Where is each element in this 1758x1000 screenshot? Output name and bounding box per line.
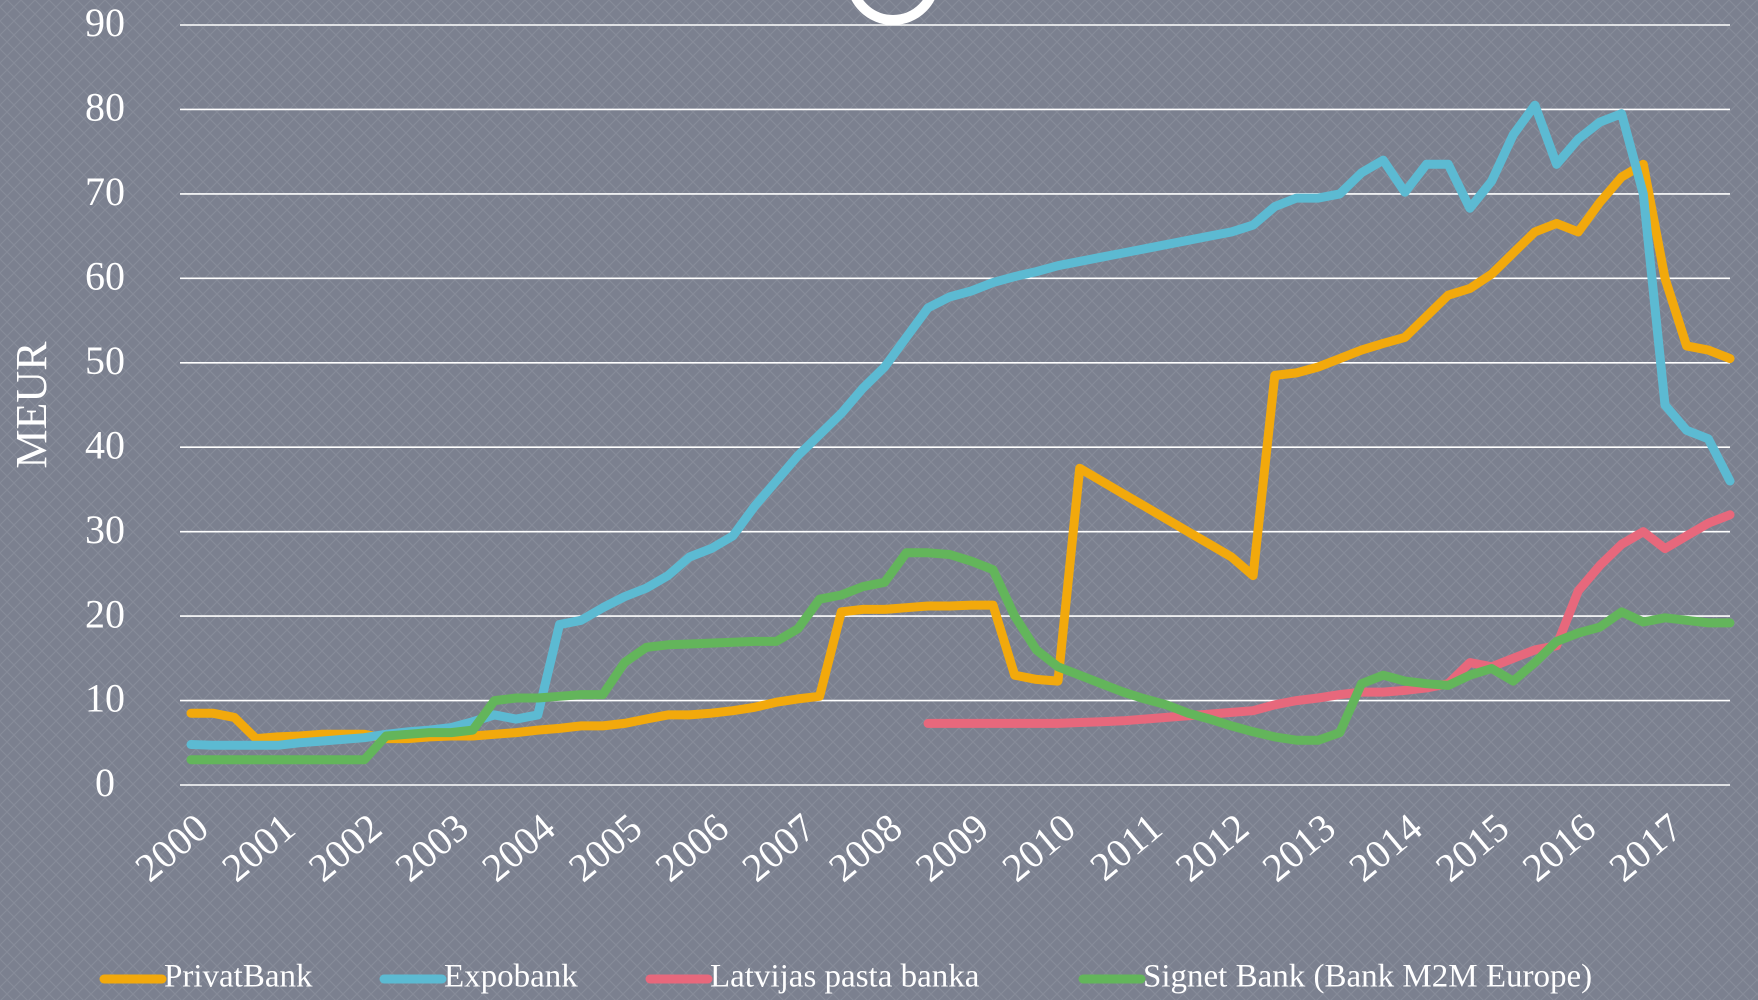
legend-label: Signet Bank (Bank M2M Europe) — [1143, 959, 1592, 995]
y-tick-label: 60 — [85, 254, 125, 299]
y-tick-label: 80 — [85, 85, 125, 130]
legend-label: Expobank — [444, 959, 578, 995]
decoration — [851, 0, 935, 25]
legend: PrivatBank Expobank Latvijas pasta banka Si… — [99, 959, 1592, 995]
series-line — [923, 510, 1735, 728]
series-line — [186, 548, 1735, 765]
legend-label: Latvijas pasta banka — [710, 959, 980, 995]
y-tick-label: 0 — [95, 760, 115, 805]
y-tick-label: 30 — [85, 507, 125, 552]
y-tick-label: 50 — [85, 338, 125, 383]
plot-lines — [186, 100, 1735, 765]
y-tick-label: 10 — [85, 676, 125, 721]
series-line — [186, 100, 1735, 750]
y-axis-title: MEUR — [7, 341, 56, 469]
y-tick-label: 40 — [85, 422, 125, 467]
y-tick-label: 20 — [85, 591, 125, 636]
y-tick-label: 90 — [85, 0, 125, 45]
y-tick-label: 70 — [85, 169, 125, 214]
legend-label: PrivatBank — [164, 959, 313, 995]
